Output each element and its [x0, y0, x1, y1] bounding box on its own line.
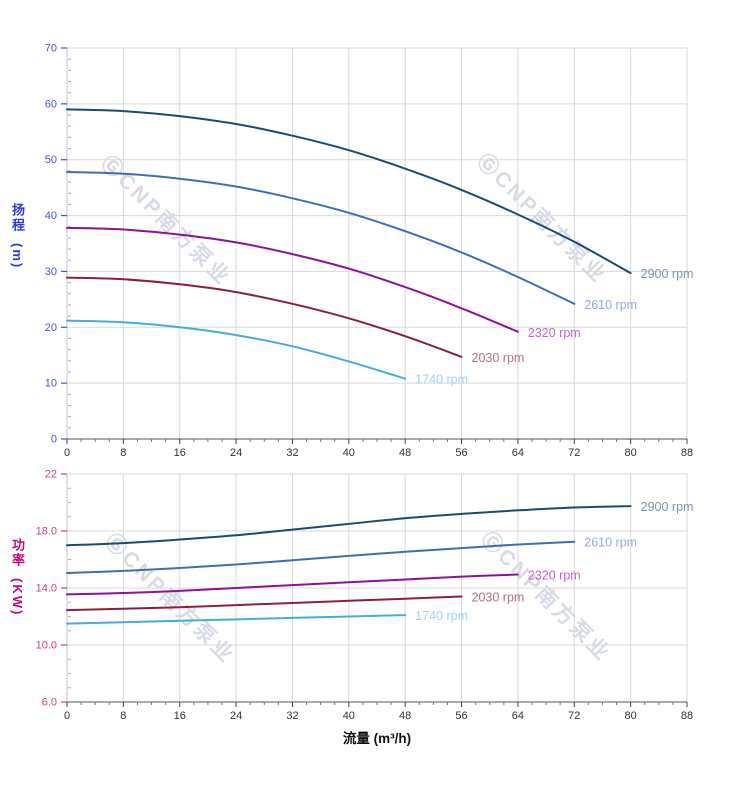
head-vs-flow-y-ticks: 0 10 20 30 40 50 60 70: [45, 43, 71, 446]
x-tick-label: 80: [625, 710, 637, 722]
y-tick-label: 0: [51, 434, 57, 446]
power-vs-flow-x-ticks: 0 8 16 24 32 40 48 56 64 72 80 88: [64, 702, 693, 722]
curve-2610-rpm: [66, 171, 576, 305]
y-tick-label: 40: [45, 210, 57, 222]
x-tick-label: 56: [455, 710, 467, 722]
y-tick-label: 20: [45, 322, 57, 334]
x-tick-label: 64: [512, 447, 524, 459]
curve-1740-rpm: [66, 614, 407, 625]
x-tick-label: 16: [174, 447, 186, 459]
x-tick-label: 8: [120, 710, 126, 722]
x-tick-label: 40: [343, 710, 355, 722]
y-tick-label: 60: [45, 98, 57, 110]
curve-2030-rpm: [66, 276, 463, 358]
curve-2320-rpm: [66, 226, 519, 333]
y-tick-label: 18.0: [36, 526, 57, 538]
y-tick-label: 70: [45, 43, 57, 55]
series-label-2030-rpm: 2030 rpm: [472, 591, 525, 605]
x-tick-label: 72: [568, 447, 580, 459]
head-vs-flow-x-ticks: 0 8 16 24 32 40 48 56 64 72 80 88: [64, 439, 693, 459]
head-axis-title-text: 扬程: [10, 203, 25, 233]
y-tick-label: 14.0: [36, 583, 57, 595]
y-tick-label: 30: [45, 266, 57, 278]
curve-2610-rpm: [66, 540, 576, 574]
series-label-1740-rpm: 1740 rpm: [415, 609, 468, 623]
series-label-2320-rpm: 2320 rpm: [528, 326, 581, 340]
series-label-2610-rpm: 2610 rpm: [584, 298, 637, 312]
series-label-2900-rpm: 2900 rpm: [641, 500, 694, 514]
curve-2900-rpm: [66, 505, 632, 547]
head-axis-unit: (m): [10, 242, 25, 269]
power-vs-flow-chart: 0 8 16 24 32 40 48 56 64 72 80 88 6.0 10.0 14.0 18.0 22 2…: [36, 469, 694, 723]
series-label-2320-rpm: 2320 rpm: [528, 568, 581, 582]
x-tick-label: 0: [64, 447, 70, 459]
x-tick-label: 32: [286, 710, 298, 722]
flow-axis-title: 流量 (m³/h): [342, 731, 412, 746]
curve-2320-rpm: [66, 573, 519, 596]
x-tick-label: 32: [286, 447, 298, 459]
x-tick-label: 24: [230, 447, 242, 459]
x-tick-label: 40: [343, 447, 355, 459]
y-tick-label: 22: [45, 469, 57, 481]
head-vs-flow-chart: 0 8 16 24 32 40 48 56 64 72 80 88 0 10 20 30 40 50 60 70 290…: [45, 43, 694, 460]
x-tick-label: 24: [230, 710, 242, 722]
power-axis-unit: (KW): [10, 577, 25, 616]
x-tick-label: 80: [625, 447, 637, 459]
y-tick-label: 10: [45, 378, 57, 390]
x-tick-label: 56: [455, 447, 467, 459]
series-label-2610-rpm: 2610 rpm: [584, 536, 637, 550]
x-tick-label: 48: [399, 447, 411, 459]
x-tick-label: 16: [174, 710, 186, 722]
y-tick-label: 10.0: [36, 640, 57, 652]
x-tick-label: 88: [681, 447, 693, 459]
series-label-1740-rpm: 1740 rpm: [415, 373, 468, 387]
x-tick-label: 8: [120, 447, 126, 459]
x-tick-label: 88: [681, 710, 693, 722]
x-tick-label: 72: [568, 710, 580, 722]
curve-2030-rpm: [66, 595, 463, 612]
x-tick-label: 64: [512, 710, 524, 722]
series-label-2030-rpm: 2030 rpm: [472, 351, 525, 365]
head-vs-flow-grid: [67, 47, 688, 439]
curve-1740-rpm: [66, 319, 407, 380]
x-tick-label: 48: [399, 710, 411, 722]
power-vs-flow-grid: [67, 473, 688, 702]
curve-2900-rpm: [66, 108, 632, 275]
series-label-2900-rpm: 2900 rpm: [641, 267, 694, 281]
x-tick-label: 0: [64, 710, 70, 722]
head-axis-title: 扬程 (m): [10, 203, 25, 269]
power-axis-title: 功率 (KW): [10, 538, 25, 616]
power-axis-title-text: 功率: [10, 538, 25, 568]
y-tick-label: 6.0: [42, 697, 57, 709]
power-vs-flow-y-ticks: 6.0 10.0 14.0 18.0 22: [36, 469, 71, 709]
y-tick-label: 50: [45, 154, 57, 166]
